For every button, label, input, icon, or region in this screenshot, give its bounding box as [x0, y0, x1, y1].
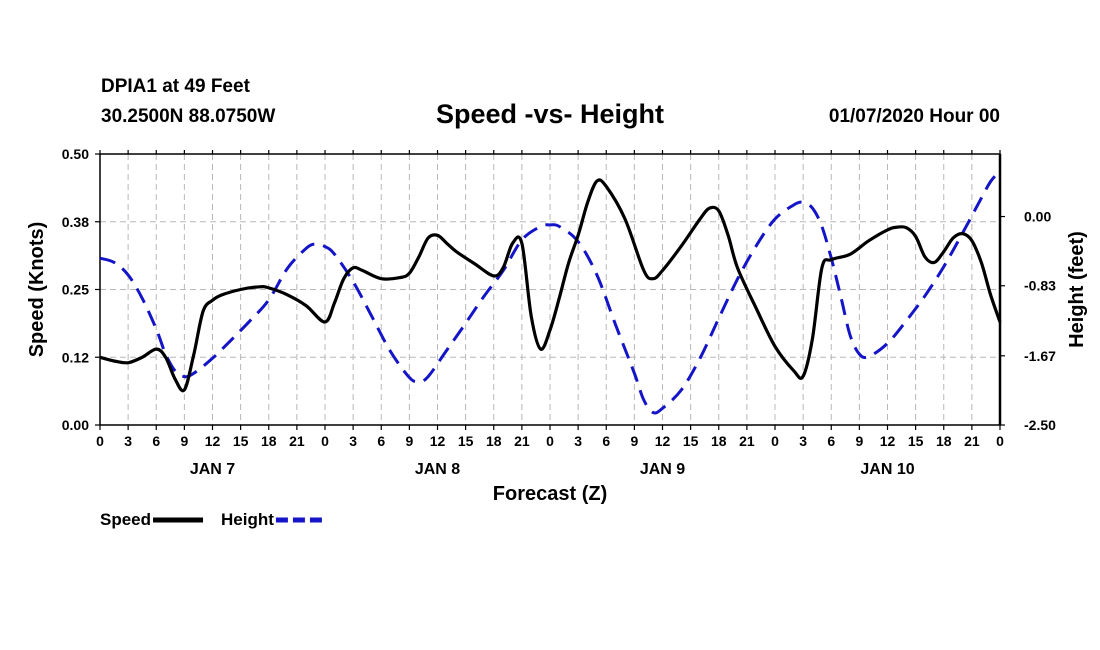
x-tick-label: 12: [655, 433, 671, 449]
x-tick-label: 3: [124, 433, 132, 449]
x-tick-label: 0: [771, 433, 779, 449]
y-tick-label: 0.00: [62, 417, 89, 433]
x-tick-label: 9: [180, 433, 188, 449]
y-tick-label: 0.12: [62, 349, 89, 365]
day-label: JAN 8: [415, 461, 460, 478]
x-axis-title: Forecast (Z): [493, 483, 607, 505]
x-tick-label: 0: [546, 433, 554, 449]
legend-label-speed: Speed: [100, 510, 151, 529]
series-lines: [99, 169, 1002, 415]
y-tick-label: 0.38: [62, 214, 89, 230]
series-line-height: [99, 169, 1002, 415]
x-tick-label: 15: [458, 433, 474, 449]
y2-tick-label: -2.50: [1024, 417, 1056, 433]
x-tick-label: 9: [855, 433, 863, 449]
legend: Speed Height: [100, 510, 326, 529]
x-tick-label: 15: [683, 433, 699, 449]
x-tick-label: 3: [574, 433, 582, 449]
legend-label-height: Height: [221, 510, 274, 529]
axes: [95, 150, 1005, 430]
x-tick-label: 15: [233, 433, 249, 449]
x-tick-label: 9: [405, 433, 413, 449]
x-tick-label: 18: [486, 433, 502, 449]
x-tick-label: 12: [430, 433, 446, 449]
chart-title: Speed -vs- Height: [435, 99, 665, 129]
x-tick-label: 21: [514, 433, 530, 449]
y-tick-label: 0.50: [62, 146, 89, 162]
x-tick-label: 15: [908, 433, 924, 449]
x-tick-label: 3: [349, 433, 357, 449]
day-label: JAN 9: [640, 461, 685, 478]
x-tick-label: 6: [602, 433, 610, 449]
x-tick-label: 6: [377, 433, 385, 449]
x-tick-label: 21: [964, 433, 980, 449]
x-tick-label: 12: [205, 433, 221, 449]
station-label: DPIA1 at 49 Feet: [101, 76, 250, 97]
x-tick-label: 18: [261, 433, 277, 449]
y2-tick-label: -0.83: [1024, 278, 1056, 294]
y-tick-label: 0.25: [62, 282, 89, 298]
y2-tick-label: -1.67: [1024, 348, 1056, 364]
x-tick-label: 12: [880, 433, 896, 449]
x-tick-label: 0: [96, 433, 104, 449]
x-tick-label: 18: [936, 433, 952, 449]
x-tick-label: 18: [711, 433, 727, 449]
x-tick-label: 6: [152, 433, 160, 449]
day-label: JAN 10: [860, 461, 914, 478]
y2-axis-title: Height (feet): [1066, 231, 1088, 348]
x-tick-label: 9: [630, 433, 638, 449]
x-tick-label: 3: [799, 433, 807, 449]
day-label: JAN 7: [190, 461, 235, 478]
x-tick-label: 21: [289, 433, 305, 449]
x-tick-label: 0: [996, 433, 1004, 449]
x-tick-label: 6: [827, 433, 835, 449]
y-axis-title: Speed (Knots): [26, 222, 48, 358]
series-line-speed: [99, 178, 1002, 393]
x-tick-label: 21: [739, 433, 755, 449]
forecast-datetime: 01/07/2020 Hour 00: [828, 106, 1000, 127]
axis-labels: 0 3 6 9 12 15 18 21 0 3 6 9 12 15 18 21 0 3 6 9 12 15 18 21 0 3 6 9…: [26, 146, 1088, 505]
x-tick-label: 0: [321, 433, 329, 449]
y2-tick-label: 0.00: [1024, 209, 1051, 225]
coordinates-label: 30.2500N 88.0750W: [101, 106, 276, 127]
